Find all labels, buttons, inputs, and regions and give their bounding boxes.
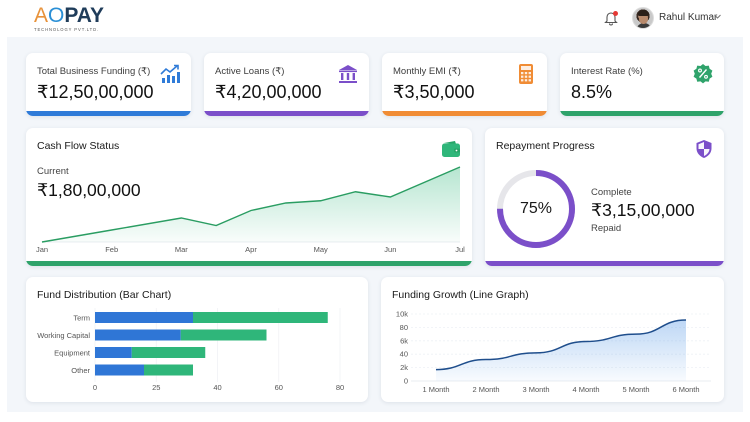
bar-segment [95, 329, 181, 341]
notification-badge [613, 11, 618, 16]
cash-flow-card: Jan Feb Mar Apr May Jun Jul Cash Flow Status C… [26, 128, 472, 266]
category-label: Equipment [54, 349, 91, 358]
card-title: Cash Flow Status [37, 140, 120, 152]
funding-growth-chart: 0 2k 40 6k 80 10k 1 Month 2 Month 3 Month 4 Month… [396, 310, 711, 394]
cash-flow-chart: Jan Feb Mar Apr May Jun Jul [36, 166, 465, 254]
repayment-donut [497, 170, 575, 248]
complete-label: Complete [591, 187, 632, 198]
donut-progress-arc [497, 170, 575, 248]
percent-badge-icon [693, 64, 713, 84]
logo-subtitle: TECHNOLOGY PVT.LTD. [34, 27, 100, 32]
kpi-card-total-funding[interactable]: Total Business Funding (₹) ₹12,50,00,000 [26, 53, 191, 116]
shield-icon [696, 140, 712, 158]
logo-letter-a: A [34, 4, 49, 27]
logo-wordmark: AOPAY [34, 5, 104, 27]
chevron-down-icon[interactable] [713, 12, 722, 21]
donut-percent-label: 75% [519, 200, 553, 217]
x-tick-label: 0 [93, 383, 97, 392]
card-accent-bar [485, 261, 724, 266]
x-tick-label: 3 Month [522, 385, 549, 394]
bar-segment [144, 364, 193, 376]
x-tick-label: Jan [36, 245, 48, 254]
kpi-value: ₹12,50,00,000 [37, 82, 154, 102]
x-tick-label: 4 Month [572, 385, 599, 394]
chart-up-icon [160, 64, 180, 83]
x-tick-label: 6 Month [672, 385, 699, 394]
bar-segment [95, 364, 144, 376]
x-tick-label: 60 [275, 383, 283, 392]
fund-distribution-card: 0 25 40 60 80 Term Working Capital Equipment Oth… [26, 277, 368, 402]
kpi-accent-bar [26, 111, 191, 116]
kpi-label: Active Loans (₹) [215, 66, 285, 77]
repayment-progress-card: Repayment Progress 75% Complete ₹3,15,00… [485, 128, 724, 266]
y-tick-label: 2k [400, 363, 408, 372]
fund-distribution-chart: 0 25 40 60 80 Term Working Capital Equipment Oth… [37, 308, 344, 392]
card-title: Repayment Progress [496, 140, 595, 152]
category-label: Other [71, 366, 90, 375]
cash-flow-area [42, 167, 460, 242]
kpi-card-interest-rate[interactable]: Interest Rate (%) 8.5% [560, 53, 724, 116]
x-tick-label: Apr [245, 245, 257, 254]
card-accent-bar [26, 261, 472, 266]
kpi-value: 8.5% [571, 82, 613, 102]
repaid-label: Repaid [591, 223, 622, 234]
kpi-value: ₹4,20,00,000 [215, 82, 322, 102]
top-header: AOPAY TECHNOLOGY PVT.LTD. Rahul Kumar [0, 0, 750, 36]
funding-growth-card: 0 2k 40 6k 80 10k 1 Month 2 Month 3 Month 4 Month… [381, 277, 724, 402]
category-label: Term [73, 314, 90, 323]
kpi-label: Total Business Funding (₹) [37, 66, 151, 77]
current-value: ₹1,80,00,000 [37, 180, 141, 200]
kpi-card-active-loans[interactable]: Active Loans (₹) ₹4,20,00,000 [204, 53, 369, 116]
y-tick-label: 80 [400, 323, 408, 332]
card-title: Funding Growth (Line Graph) [392, 289, 529, 301]
user-name[interactable]: Rahul Kumar [659, 12, 718, 23]
bar-segment [131, 347, 206, 358]
logo-letters-pay: PAY [64, 4, 105, 27]
x-tick-label: 25 [152, 383, 160, 392]
bank-icon [339, 65, 357, 83]
funding-growth-line [435, 319, 687, 371]
bar-segment [95, 312, 193, 323]
x-tick-label: 1 Month [422, 385, 449, 394]
x-tick-label: May [314, 245, 328, 254]
kpi-value: ₹3,50,000 [393, 82, 475, 102]
category-label: Working Capital [37, 331, 90, 340]
avatar-body [636, 23, 652, 28]
current-label: Current [37, 166, 69, 177]
x-tick-label: 5 Month [622, 385, 649, 394]
x-tick-label: 80 [336, 383, 344, 392]
bar-segment [180, 329, 267, 341]
funding-growth-area [436, 320, 686, 381]
y-tick-label: 10k [396, 310, 408, 319]
x-tick-label: 2 Month [472, 385, 499, 394]
kpi-label: Interest Rate (%) [571, 66, 643, 77]
avatar[interactable] [632, 7, 654, 29]
card-title: Fund Distribution (Bar Chart) [37, 289, 172, 301]
avatar-face [639, 13, 648, 24]
kpi-accent-bar [204, 111, 369, 116]
logo-letter-o: O [48, 4, 65, 27]
y-tick-label: 6k [400, 336, 408, 345]
company-logo[interactable]: AOPAY TECHNOLOGY PVT.LTD. [34, 5, 114, 33]
dashboard-panel: Total Business Funding (₹) ₹12,50,00,000… [7, 37, 743, 412]
repaid-amount: ₹3,15,00,000 [591, 200, 695, 220]
wallet-icon [442, 141, 460, 157]
bar-segment [95, 347, 132, 358]
kpi-accent-bar [382, 111, 547, 116]
x-tick-label: Feb [105, 245, 118, 254]
kpi-accent-bar [560, 111, 724, 116]
bar-segment [193, 312, 328, 323]
x-tick-label: Mar [175, 245, 188, 254]
calculator-icon [519, 64, 533, 84]
cash-flow-line [41, 166, 461, 243]
x-tick-label: Jul [455, 245, 465, 254]
y-tick-label: 40 [400, 350, 408, 359]
x-tick-label: 40 [213, 383, 221, 392]
kpi-card-monthly-emi[interactable]: Monthly EMI (₹) ₹3,50,000 [382, 53, 547, 116]
avatar-hair [638, 10, 649, 16]
x-tick-label: Jun [384, 245, 396, 254]
kpi-label: Monthly EMI (₹) [393, 66, 461, 77]
y-tick-label: 0 [404, 377, 408, 386]
